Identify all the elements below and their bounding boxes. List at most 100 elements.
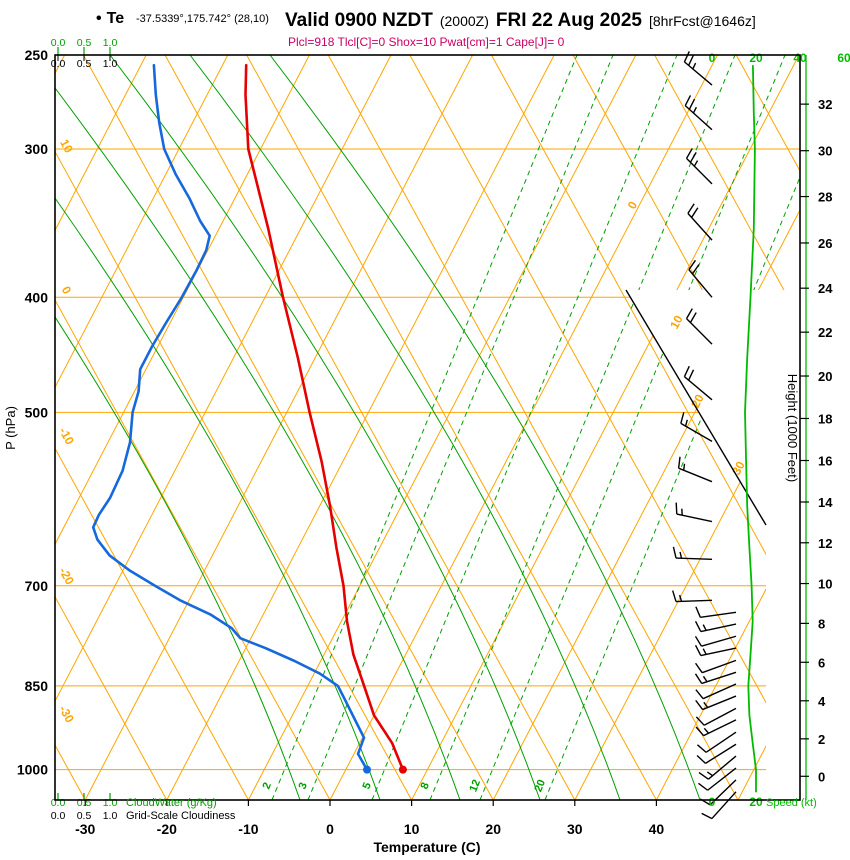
isotherm-line [411,55,800,800]
temp-tick-label: 30 [567,821,583,837]
mixing-ratio-line [544,55,800,800]
height-axis-label: Height (1000 Feet) [785,374,800,482]
temp-tick-label: -20 [157,821,177,837]
forecast-tag: [8hrFcst@1646z] [649,13,756,29]
height-tick-label: 4 [818,694,826,709]
wind-barb-feather [688,369,695,381]
isotherm-line [166,55,555,800]
cloudwater-label: CloudWater (g/Kg) [126,797,217,809]
wind-barb-half-feather [683,463,686,471]
wind-barb-feather [691,207,699,218]
wind-barb-feather [683,365,690,377]
wind-barb-staff [675,557,713,561]
mixing-ratio-value-label: 20 [532,778,548,794]
isotherm-line [55,55,392,800]
isotherm-line [55,55,310,800]
wind-barb-feather [680,412,685,424]
wind-barb-staff [686,157,713,185]
wind-barb-staff [711,791,737,820]
dry-adiabat-line [654,55,800,800]
wind-barb-feather [695,716,705,726]
wind-barb-staff [683,61,713,86]
adiabat-value-label: 0 [59,284,75,297]
isotherm-line [574,55,800,800]
dry-adiabat-line [55,55,331,800]
pressure-tick-label: 300 [25,141,49,157]
mixing-ratio-value-label: 12 [467,778,483,794]
cloudiness-scale-bottom: 1.0 [103,810,118,822]
wind-barb-feather [672,546,677,559]
wind-barbs [671,51,737,820]
dry-adiabat-line [818,55,850,800]
wind-barb-feather [701,812,713,820]
wind-barb-half-feather [693,160,699,167]
height-tick-label: 6 [818,655,825,670]
speed-scale-top-label: 20 [749,51,763,65]
wind-barb-staff [701,671,737,685]
plot-frame [54,54,801,801]
wind-barb-half-feather [692,62,697,70]
boundary-line [625,289,767,526]
wind-barb-feather [696,754,706,764]
isotherm-line [820,55,850,800]
cloudiness-scale-bottom: 0.0 [51,810,66,822]
wind-barb-feather [687,203,695,214]
mixing-ratio-line [429,55,736,800]
pressure-tick-label: 700 [25,578,49,594]
green-grid [55,55,800,800]
mixing-ratio-line [307,55,614,800]
wind-barb-feather [689,151,697,163]
mixing-ratio-value-label: 8 [419,781,432,791]
height-tick-label: 30 [818,144,832,159]
orange-grid [55,55,850,800]
height-tick-label: 18 [818,411,832,426]
cloudiness-scale-top: 1.0 [103,58,118,70]
cloudiness-scale-top: 0.5 [77,58,92,70]
dry-adiabat-line [327,55,739,800]
wind-barb-feather [688,259,697,271]
wind-barb-half-feather [692,106,697,114]
adiabat-value-label: -20 [56,565,77,587]
adiabat-value-label: -30 [56,703,77,725]
wind-barb-feather [683,51,690,63]
wind-barb-feather [677,456,681,469]
wind-barb-feather [695,662,703,674]
wind-barb-half-feather [703,701,709,708]
pressure-tick-label: 1000 [17,762,48,778]
pressure-tick-label: 250 [25,47,49,63]
wind-barb-feather [695,606,701,618]
dry-adiabat-line [409,55,800,800]
wind-barb-feather [688,54,695,66]
wind-barb-staff [686,318,713,345]
height-tick-label: 26 [818,236,832,251]
wind-barb-half-feather [702,624,707,631]
dry-adiabat-line [55,55,413,800]
isotherm-value-label: 0 [625,199,641,212]
dewpoint-curve [91,63,369,771]
temp-axis-label: Temperature (C) [373,839,480,855]
moist-adiabat-line [55,55,381,800]
wind-barb-feather [685,308,693,319]
height-tick-label: 12 [818,536,832,551]
wind-barb-feather [695,689,704,700]
speed-scale-bottom-label: 20 [749,795,763,809]
isotherm-line [655,55,800,800]
dry-adiabat-line [246,55,657,800]
station-name: Te [107,10,125,27]
wind-barb-staff [688,269,713,298]
temperature-curve [244,63,405,771]
cloudwater-scale-top: 0.5 [77,37,92,49]
pressure-tick-label: 400 [25,289,49,305]
wind-barb-feather [684,95,692,106]
mixing-ratio-value-label: 3 [297,781,310,791]
wind-barb-feather [675,502,678,515]
speed-scale-top-label: 60 [837,51,850,65]
dry-adiabat-line [55,55,168,800]
station-title: • Te [96,10,124,27]
isotherm-value-label: 20 [688,392,707,411]
wind-barb-half-feather [702,675,708,683]
height-tick-label: 0 [818,769,825,784]
speed-curve [744,65,757,793]
